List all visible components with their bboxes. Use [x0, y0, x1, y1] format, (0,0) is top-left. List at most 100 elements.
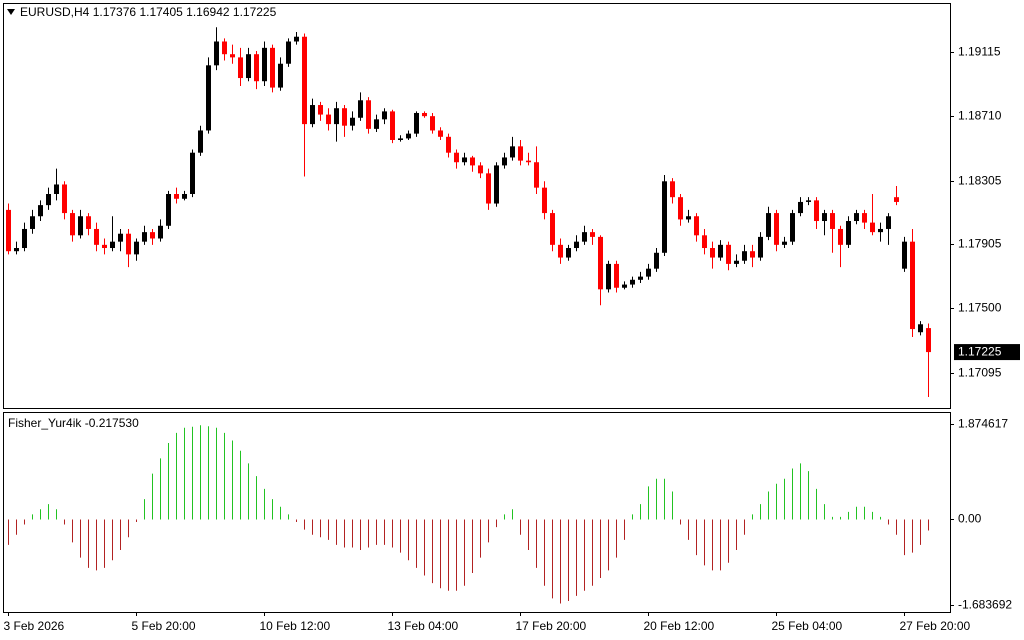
y-tick-label: 1.17905: [958, 237, 1002, 251]
candle-body: [262, 47, 267, 82]
candle-body: [382, 111, 387, 120]
candle-body: [334, 108, 339, 125]
candle-body: [254, 54, 259, 82]
symbol: EURUSD,H4: [20, 5, 90, 19]
candle-body: [758, 236, 763, 258]
candle-body: [134, 241, 139, 255]
y-tick-label: 1.874617: [958, 417, 1008, 431]
candle-body: [214, 41, 219, 66]
candle-body: [150, 232, 155, 239]
candle-body: [198, 130, 203, 153]
candle-body: [878, 228, 883, 233]
candle-body: [446, 136, 451, 153]
candle-body: [494, 165, 499, 204]
candle-body: [638, 276, 643, 280]
candle-body: [478, 165, 483, 174]
candle-body: [662, 181, 667, 253]
candle-body: [790, 213, 795, 242]
candle-body: [350, 117, 355, 126]
candle-body: [806, 200, 811, 202]
candle-body: [182, 194, 187, 199]
candle-body: [814, 200, 819, 222]
candle-body: [342, 108, 347, 126]
candle-body: [670, 181, 675, 198]
candle-body: [502, 157, 507, 166]
candle-body: [566, 248, 571, 258]
candle-body: [854, 213, 859, 222]
candle-body: [782, 241, 787, 245]
candle-body: [894, 197, 899, 202]
y-tick-label: -1.683692: [958, 598, 1012, 612]
candle-body: [574, 241, 579, 249]
candle-body: [734, 260, 739, 264]
candle-body: [678, 197, 683, 220]
x-tick-label: 13 Feb 04:00: [388, 619, 459, 633]
low-value: 1.16942: [186, 5, 230, 19]
candle-body: [206, 65, 211, 131]
candle-body: [518, 146, 523, 161]
candle-body: [510, 146, 515, 158]
candle-body: [534, 162, 539, 188]
candle-body: [886, 216, 891, 229]
candle-body: [374, 119, 379, 129]
candle-body: [614, 263, 619, 288]
candle-body: [766, 213, 771, 237]
candle-body: [14, 248, 19, 252]
candle-body: [454, 152, 459, 163]
candle-body: [774, 213, 779, 245]
candle-body: [694, 216, 699, 236]
candle-body: [550, 213, 555, 245]
candle-body: [102, 244, 107, 249]
candle-body: [94, 228, 99, 245]
x-tick-label: 25 Feb 04:00: [772, 619, 843, 633]
candle-body: [230, 54, 235, 58]
y-tick-label: 0.00: [958, 512, 982, 526]
candle-body: [654, 252, 659, 269]
candle-body: [222, 41, 227, 55]
candle-body: [838, 228, 843, 245]
y-tick-label: 1.17500: [958, 301, 1002, 315]
candle-body: [46, 194, 51, 206]
candle-body: [726, 244, 731, 264]
candle-body: [430, 116, 435, 131]
candle-body: [526, 160, 531, 163]
candle-body: [830, 213, 835, 229]
candle-body: [862, 213, 867, 223]
candle-body: [422, 112, 427, 117]
candle-body: [470, 157, 475, 166]
candle-body: [302, 36, 307, 125]
candle-body: [798, 201, 803, 214]
candle-body: [598, 236, 603, 290]
candle-body: [190, 152, 195, 195]
candle-body: [542, 187, 547, 214]
candle-body: [910, 241, 915, 330]
x-tick-label: 10 Feb 12:00: [260, 619, 331, 633]
price-label: 1.17225: [958, 344, 1002, 358]
chart-header: EURUSD,H4 1.17376 1.17405 1.16942 1.1722…: [20, 5, 277, 19]
candle-body: [918, 324, 923, 333]
candle-body: [702, 235, 707, 249]
collapse-triangle[interactable]: [7, 9, 15, 15]
candle-body: [414, 112, 419, 134]
candle-body: [718, 244, 723, 258]
candle-body: [142, 232, 147, 242]
close-value: 1.17225: [233, 5, 277, 19]
candle-body: [318, 105, 323, 115]
candle-body: [686, 216, 691, 220]
candle-body: [438, 130, 443, 137]
candle-body: [558, 244, 563, 258]
candle-body: [590, 232, 595, 237]
candle-body: [710, 248, 715, 258]
candle-body: [270, 47, 275, 88]
candle-body: [110, 241, 115, 249]
candle-body: [606, 263, 611, 290]
y-tick-label: 1.18710: [958, 109, 1002, 123]
candle-body: [310, 105, 315, 125]
x-tick-label: 20 Feb 12:00: [644, 619, 715, 633]
candle-body: [622, 284, 627, 288]
candle-body: [750, 251, 755, 258]
candle-body: [390, 111, 395, 140]
candle-body: [398, 138, 403, 140]
candle-body: [486, 173, 491, 204]
